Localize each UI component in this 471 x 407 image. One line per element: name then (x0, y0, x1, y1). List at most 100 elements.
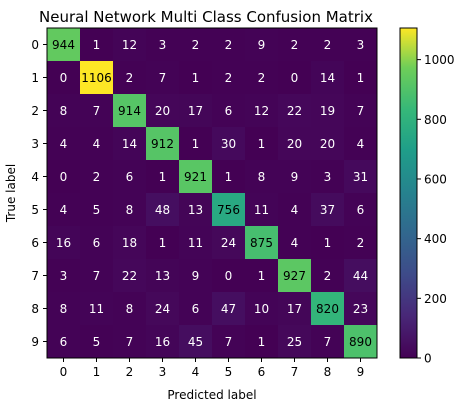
heatmap-cell (311, 193, 345, 227)
cell-value-label: 7 (357, 104, 365, 118)
y-tick-label: 3 (31, 137, 39, 151)
colorbar (399, 27, 418, 359)
cell-value-labels: 944 1 12 3 2 2 9 2 2 30 1106 2 7 1 2 2 0 14 18 7 914 20 17 6 12 2… (52, 38, 372, 349)
y-axis-label: True label (4, 164, 18, 223)
heatmap-cell (47, 226, 81, 260)
cell-value-label: 17 (287, 302, 302, 316)
heatmap-cell (113, 193, 147, 227)
heatmap-cell (245, 94, 279, 128)
heatmap-cell (311, 127, 345, 161)
cell-value-label: 9 (192, 269, 200, 283)
cell-value-label: 0 (225, 269, 233, 283)
heatmap-cell (278, 61, 312, 95)
heatmap-cell (80, 226, 114, 260)
heatmap-cell (179, 127, 213, 161)
x-tick-label: 2 (126, 365, 134, 379)
heatmap-cell (146, 94, 180, 128)
y-tick-label: 8 (31, 302, 39, 316)
heatmap-cell (344, 325, 378, 359)
heatmap-cell (344, 292, 378, 326)
heatmap-cell (47, 259, 81, 293)
cell-value-label: 820 (316, 302, 339, 316)
cell-value-label: 1106 (81, 71, 112, 85)
heatmap-cell (344, 226, 378, 260)
cell-value-label: 11 (188, 236, 203, 250)
cell-value-label: 7 (93, 269, 101, 283)
colorbar-tick-label: 1000 (424, 53, 455, 67)
x-tick-label: 8 (324, 365, 332, 379)
cell-value-label: 1 (225, 170, 233, 184)
heatmap-cell (212, 28, 246, 62)
cell-value-label: 25 (287, 335, 302, 349)
heatmap-cell (311, 28, 345, 62)
heatmap-cell (212, 61, 246, 95)
cell-value-label: 14 (122, 137, 137, 151)
heatmap-cell (278, 127, 312, 161)
heatmap-cell (146, 28, 180, 62)
cell-value-label: 8 (126, 302, 134, 316)
heatmap-cell (278, 259, 312, 293)
colorbar-tick-label: 0 (424, 352, 432, 366)
heatmap-cell (245, 28, 279, 62)
cell-value-label: 8 (60, 104, 68, 118)
cell-value-label: 3 (324, 170, 332, 184)
cell-value-label: 5 (93, 335, 101, 349)
cell-value-label: 4 (357, 137, 365, 151)
cell-value-label: 1 (159, 170, 167, 184)
heatmap-cell (113, 325, 147, 359)
heatmap-cell (146, 292, 180, 326)
cell-value-label: 7 (93, 104, 101, 118)
heatmap-cell (278, 226, 312, 260)
heatmap-cell (179, 193, 213, 227)
heatmap-cell (344, 127, 378, 161)
cell-value-label: 9 (258, 38, 266, 52)
colorbar-ticks: 0 200 400 600 800 1000 (417, 53, 455, 366)
cell-value-label: 2 (291, 38, 299, 52)
x-tick-label: 0 (60, 365, 68, 379)
heatmap-cell (179, 28, 213, 62)
heatmap-cell (113, 160, 147, 194)
heatmap-cell (113, 94, 147, 128)
heatmap-cell (80, 193, 114, 227)
heatmap-cell (179, 325, 213, 359)
heatmap-cell (47, 325, 81, 359)
cell-value-label: 4 (93, 137, 101, 151)
cell-value-label: 1 (324, 236, 332, 250)
cell-value-label: 0 (291, 71, 299, 85)
heatmap-cell (311, 292, 345, 326)
heatmap-cell (47, 193, 81, 227)
y-tick-label: 1 (31, 71, 39, 85)
cell-value-label: 4 (60, 137, 68, 151)
cell-value-label: 24 (155, 302, 170, 316)
cell-value-label: 2 (258, 71, 266, 85)
cell-value-label: 1 (258, 335, 266, 349)
cell-value-label: 14 (320, 71, 335, 85)
heatmap-cell (80, 259, 114, 293)
heatmap-cell (146, 226, 180, 260)
heatmap-cell (212, 160, 246, 194)
cell-value-label: 927 (283, 269, 306, 283)
cell-value-label: 3 (357, 38, 365, 52)
cell-value-label: 37 (320, 203, 335, 217)
heatmap-cell (80, 292, 114, 326)
cell-value-label: 2 (357, 236, 365, 250)
heatmap-cell (179, 94, 213, 128)
heatmap-cell (311, 226, 345, 260)
heatmap-cell (245, 160, 279, 194)
x-tick-label: 9 (357, 365, 365, 379)
cell-value-label: 2 (324, 269, 332, 283)
cell-value-label: 12 (254, 104, 269, 118)
x-tick-label: 6 (258, 365, 266, 379)
heatmap-cell (113, 127, 147, 161)
x-tick-label: 3 (159, 365, 167, 379)
cell-value-label: 2 (225, 71, 233, 85)
y-tick-label: 4 (31, 170, 39, 184)
heatmap-cell (278, 292, 312, 326)
heatmap-cell (344, 160, 378, 194)
cell-value-label: 2 (225, 38, 233, 52)
heatmap-cell (80, 61, 114, 95)
cell-value-label: 2 (93, 170, 101, 184)
cell-value-label: 47 (221, 302, 236, 316)
cell-value-label: 22 (287, 104, 302, 118)
x-tick-label: 5 (225, 365, 233, 379)
